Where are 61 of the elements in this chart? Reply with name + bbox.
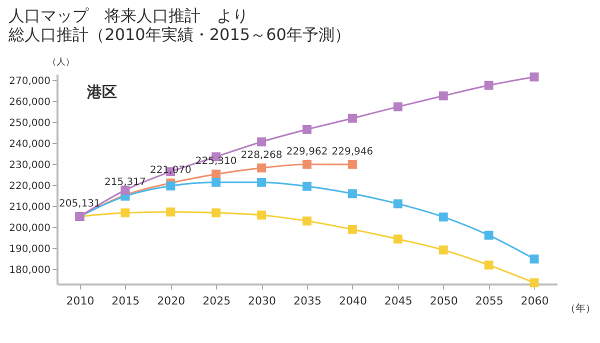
point (120, 208, 130, 218)
point (530, 72, 539, 82)
point (484, 230, 494, 240)
point (212, 170, 221, 179)
point (212, 208, 221, 218)
x-tick-label: 2055 (475, 294, 504, 308)
data-label: 229,962 (286, 146, 328, 158)
x-axis-title: （年） (566, 302, 596, 314)
data-label: 229,946 (332, 146, 374, 158)
y-tick-label: 220,000 (9, 180, 50, 192)
point (302, 124, 312, 134)
y-tick-label: 240,000 (9, 138, 50, 150)
point (257, 137, 266, 146)
chart-subtitle: 総人口推計（2010年実績・2015～60年予測） (8, 25, 350, 44)
y-tick-label: 200,000 (9, 222, 50, 234)
x-tick-label: 2010 (66, 294, 94, 308)
x-tick-label: 2045 (384, 294, 412, 308)
point (257, 163, 266, 172)
y-tick-label: 190,000 (9, 244, 50, 255)
point (393, 234, 402, 244)
data-label: 225,310 (195, 156, 237, 168)
x-tick-label: 2050 (430, 294, 458, 308)
point (302, 182, 312, 191)
data-label: 205,131 (59, 198, 100, 210)
point (438, 212, 448, 222)
point (393, 199, 402, 208)
x-tick-label: 2040 (338, 294, 367, 308)
x-tick-label: 2030 (248, 294, 276, 308)
y-tick-label: 180,000 (9, 264, 50, 276)
point (530, 254, 539, 264)
chart-title: 人口マップ 将来人口推計 より (8, 6, 249, 25)
data-label: 228,268 (240, 150, 282, 161)
y-tick-label: 230,000 (9, 160, 50, 171)
y-tick-label: 250,000 (9, 118, 50, 129)
x-tick-label: 2015 (112, 294, 140, 308)
point (348, 160, 357, 169)
point (348, 189, 357, 198)
point (348, 114, 357, 123)
x-tick-label: 2025 (202, 294, 231, 308)
point (257, 210, 266, 220)
y-tick-label: 260,000 (9, 96, 50, 108)
point (257, 178, 266, 187)
point (438, 246, 448, 254)
point (166, 208, 176, 216)
y-axis-title: （人） (48, 56, 74, 68)
point (166, 181, 176, 190)
x-tick-label: 2035 (294, 294, 322, 308)
point (302, 216, 312, 226)
point (438, 91, 448, 100)
point (348, 224, 357, 234)
point (484, 260, 494, 270)
point (530, 278, 539, 288)
y-tick-label: 270,000 (9, 76, 50, 87)
y-tick-label: 210,000 (9, 202, 50, 213)
annotation: 港区 (86, 83, 117, 101)
point (212, 178, 221, 187)
x-tick-label: 2060 (520, 294, 549, 308)
point (393, 102, 402, 112)
x-tick-label: 2020 (157, 294, 186, 308)
point (302, 160, 312, 169)
point (484, 80, 494, 90)
